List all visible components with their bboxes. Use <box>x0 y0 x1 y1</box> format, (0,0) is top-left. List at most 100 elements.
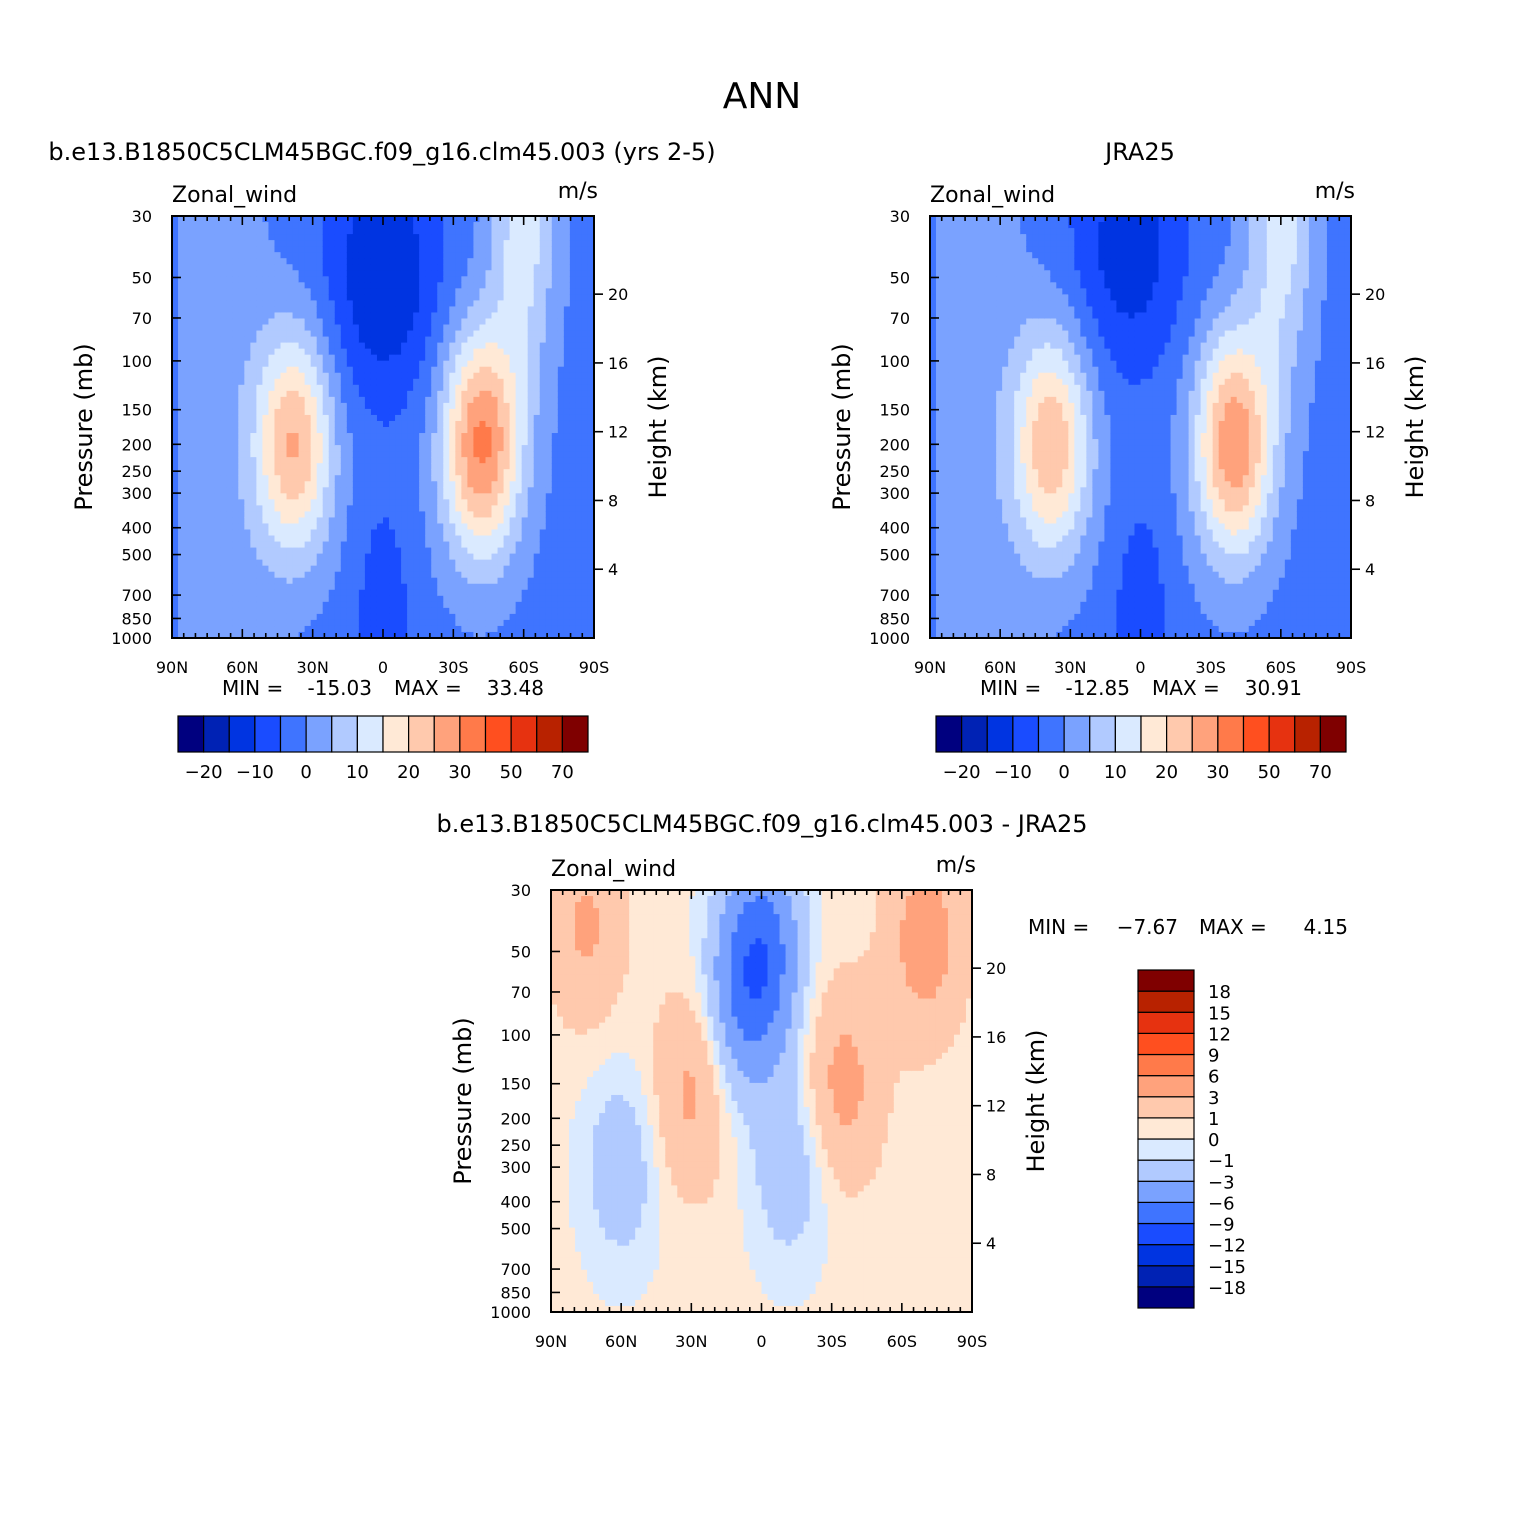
field-cell <box>551 439 559 446</box>
field-cell <box>226 222 233 229</box>
field-cell <box>401 264 408 271</box>
field-cell <box>220 595 227 603</box>
field-cell <box>232 234 239 241</box>
field-cell <box>545 390 553 398</box>
field-cell <box>346 565 354 573</box>
field-cell <box>503 511 511 519</box>
field-cell <box>274 583 282 591</box>
field-cell <box>461 463 468 470</box>
field-cell <box>340 541 348 549</box>
field-cell <box>280 348 288 356</box>
field-cell <box>346 439 354 446</box>
field-cell <box>479 613 487 621</box>
field-cell <box>298 619 306 627</box>
field-cell <box>533 282 541 289</box>
field-cell <box>587 613 595 621</box>
field-cell <box>473 553 481 561</box>
field-cell <box>503 384 511 392</box>
field-cell <box>226 306 233 314</box>
field-cell <box>419 553 426 561</box>
field-cell <box>509 589 517 597</box>
field-cell <box>268 216 276 223</box>
field-cell <box>346 601 354 609</box>
field-cell <box>395 625 402 633</box>
field-cell <box>563 529 571 537</box>
field-cell <box>545 414 553 422</box>
field-cell <box>298 264 306 271</box>
field-cell <box>172 306 179 314</box>
field-cell <box>310 282 318 289</box>
field-cell <box>340 517 348 525</box>
field-cell <box>509 312 517 320</box>
field-cell <box>521 529 529 537</box>
field-cell <box>437 324 444 332</box>
field-cell <box>569 372 577 380</box>
field-cell <box>214 553 221 561</box>
field-cell <box>533 234 541 241</box>
field-cell <box>521 276 529 283</box>
field-cell <box>346 589 354 597</box>
field-cell <box>419 607 426 615</box>
field-cell <box>280 378 288 386</box>
field-cell <box>533 589 541 597</box>
field-cell <box>479 330 487 338</box>
field-cell <box>352 252 360 259</box>
field-cell <box>292 481 300 488</box>
field-cell <box>358 631 366 639</box>
field-cell <box>178 318 185 326</box>
field-cell <box>190 565 197 573</box>
field-cell <box>232 354 239 362</box>
field-cell <box>286 414 294 422</box>
field-cell <box>172 499 179 506</box>
field-cell <box>497 282 505 289</box>
field-cell <box>449 535 456 543</box>
field-cell <box>232 348 239 356</box>
field-cell <box>190 481 197 488</box>
field-cell <box>208 553 215 561</box>
field-cell <box>485 408 493 416</box>
field-cell <box>358 378 366 386</box>
field-cell <box>334 589 342 597</box>
field-cell <box>491 318 499 326</box>
field-cell <box>533 294 541 301</box>
field-cell <box>407 408 414 416</box>
field-cell <box>316 336 324 344</box>
field-cell <box>346 228 354 235</box>
field-cell <box>238 234 245 241</box>
field-cell <box>310 360 318 368</box>
field-cell <box>358 547 366 555</box>
field-cell <box>413 366 420 374</box>
field-cell <box>569 408 577 416</box>
field-cell <box>298 577 306 585</box>
field-cell <box>226 216 233 223</box>
field-cell <box>527 517 535 525</box>
field-cell <box>184 427 191 434</box>
field-cell <box>214 312 221 320</box>
field-cell <box>316 324 324 332</box>
field-cell <box>304 535 312 543</box>
field-cell <box>419 493 426 500</box>
field-cell <box>581 565 589 573</box>
field-cell <box>575 577 583 585</box>
field-cell <box>479 625 487 633</box>
field-cell <box>479 408 487 416</box>
field-cell <box>455 595 462 603</box>
field-cell <box>202 264 209 271</box>
field-cell <box>352 234 360 241</box>
field-cell <box>322 324 330 332</box>
field-cell <box>352 589 360 597</box>
field-cell <box>413 390 420 398</box>
field-cell <box>557 493 565 500</box>
field-cell <box>563 264 571 271</box>
field-cell <box>262 457 270 464</box>
field-cell <box>413 384 420 392</box>
field-cell <box>479 499 487 506</box>
field-cell <box>328 408 336 416</box>
field-cell <box>497 294 505 301</box>
field-cell <box>226 475 233 482</box>
field-cell <box>316 607 324 615</box>
field-cell <box>328 234 336 241</box>
field-cell <box>256 589 264 597</box>
field-cell <box>250 493 257 500</box>
field-cell <box>461 270 468 277</box>
